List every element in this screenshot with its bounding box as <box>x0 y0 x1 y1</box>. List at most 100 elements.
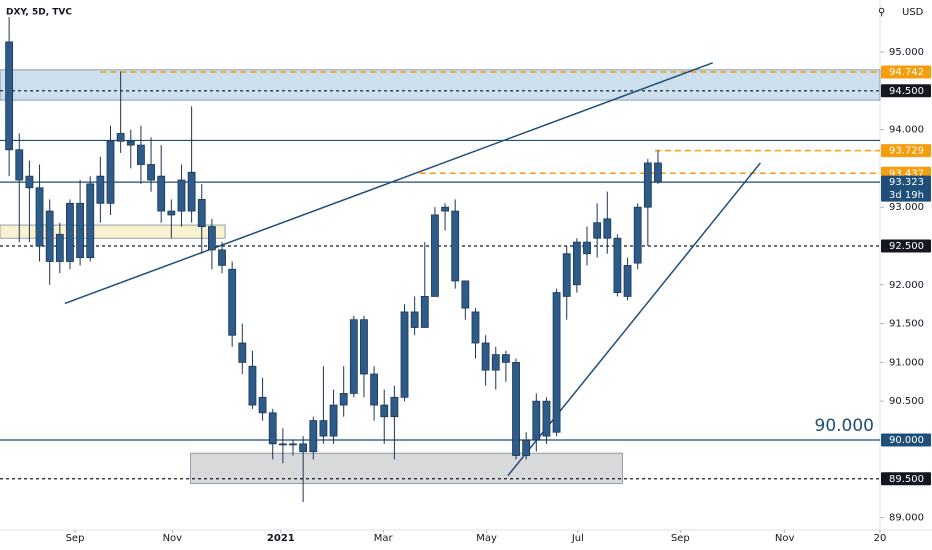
candle-body <box>501 354 510 363</box>
level-label-bg <box>881 144 931 158</box>
candle-body <box>116 133 125 142</box>
candle-body <box>207 226 216 251</box>
candle-body <box>5 41 14 151</box>
candle-body <box>471 311 480 344</box>
candle-body <box>86 183 95 259</box>
candle-body <box>329 404 338 437</box>
candle-body <box>380 404 389 418</box>
candle-body <box>613 237 622 293</box>
currency: USD <box>902 7 924 18</box>
candle-body <box>248 365 257 406</box>
candle-body <box>238 342 247 363</box>
candle-body <box>623 264 632 297</box>
candle-body <box>360 319 368 375</box>
y-tick-label: 91.500 <box>889 319 924 330</box>
candle-body <box>126 140 135 146</box>
candle-body <box>339 393 348 406</box>
candle-body <box>66 202 74 262</box>
y-tick-label: 95.000 <box>889 47 924 58</box>
candle-body <box>15 149 24 181</box>
candle-body <box>228 268 237 336</box>
candle-body <box>441 206 449 212</box>
candle-body <box>552 292 561 433</box>
candle-body <box>522 439 531 456</box>
candle-body <box>491 354 500 371</box>
y-tick-label: 93.000 <box>889 202 924 213</box>
level-label: 93.323 <box>889 177 924 188</box>
x-tick-label: Sep <box>66 533 85 544</box>
level-label: 92.500 <box>889 241 924 252</box>
candle-body <box>299 443 308 453</box>
candle-body <box>76 202 84 259</box>
candle-body <box>420 296 429 328</box>
candle-body <box>583 241 591 255</box>
candle-body <box>187 171 196 212</box>
candle-body <box>309 420 318 453</box>
x-tick-label: Sep <box>671 533 690 544</box>
candle-body <box>400 311 409 398</box>
level-label: 94.742 <box>889 67 924 78</box>
candle-body <box>147 164 155 181</box>
x-tick-label: 20 <box>874 533 887 544</box>
zone <box>0 69 881 101</box>
candle-body <box>157 175 166 212</box>
candle-body <box>258 396 267 414</box>
candle-body <box>643 162 652 208</box>
candle-body <box>451 210 460 282</box>
level-label-bg <box>881 433 931 447</box>
candle-body <box>25 175 34 189</box>
x-tick-label: Mar <box>374 533 394 544</box>
level-label-bg <box>881 239 931 253</box>
candle-body <box>410 311 419 328</box>
candle-body <box>319 420 328 437</box>
x-tick-label: Nov <box>775 533 795 544</box>
level-label: 94.500 <box>889 86 924 97</box>
y-tick-label: 90.500 <box>889 396 924 407</box>
candle-body <box>106 140 115 204</box>
x-tick-label: May <box>476 533 497 544</box>
candle-body <box>137 144 145 165</box>
currency-icon: ⚲ <box>878 7 885 18</box>
x-tick-label: Jul <box>571 533 584 544</box>
candle-body <box>349 319 358 394</box>
candle-body <box>512 361 520 456</box>
candle-body <box>654 162 662 183</box>
level-label: 89.500 <box>889 474 924 485</box>
candle-body <box>45 210 54 262</box>
candle-body <box>633 206 642 264</box>
candle-body <box>572 241 581 286</box>
chart-title: DXY, 5D, TVC <box>6 8 72 18</box>
candle-body <box>562 253 571 297</box>
candle-body <box>593 222 602 239</box>
candle-body <box>532 400 541 441</box>
candle-body <box>481 342 490 371</box>
candle-body <box>390 396 399 418</box>
zone <box>0 224 226 239</box>
candle-body <box>461 280 470 309</box>
x-tick-label: Nov <box>163 533 183 544</box>
y-tick-label: 91.000 <box>889 357 924 368</box>
candle-body <box>431 214 439 297</box>
level-label: 93.729 <box>889 146 924 157</box>
candle-body <box>370 373 379 406</box>
candle-body <box>35 187 44 247</box>
candle-body <box>96 175 105 204</box>
candle-body <box>55 233 64 262</box>
y-tick-label: 94.000 <box>889 125 924 136</box>
candle-body <box>542 400 551 437</box>
level-label: 93.437 <box>889 168 924 179</box>
annotation: 90.000 <box>815 416 874 436</box>
candle-body <box>197 199 206 227</box>
candle-body <box>278 443 287 446</box>
candle-body <box>218 249 226 266</box>
y-tick-label: 92.000 <box>889 280 924 291</box>
candle-body <box>167 210 176 216</box>
level-label-bg <box>881 472 931 486</box>
level-label-bg <box>881 175 931 202</box>
zone <box>190 452 623 484</box>
candle-body <box>177 179 186 212</box>
level-label: 90.000 <box>889 435 924 446</box>
countdown: 3d 19h <box>889 190 924 201</box>
candle-body <box>603 218 612 239</box>
